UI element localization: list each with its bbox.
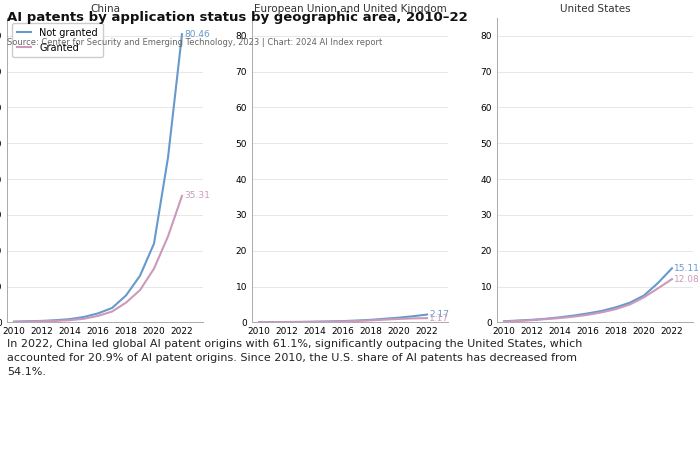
Text: Source: Center for Security and Emerging Technology, 2023 | Chart: 2024 AI Index: Source: Center for Security and Emerging… <box>7 38 382 47</box>
Text: 12.08: 12.08 <box>674 275 700 284</box>
Text: AI patents by application status by geographic area, 2010–22: AI patents by application status by geog… <box>7 11 468 24</box>
Text: In 2022, China led global AI patent origins with 61.1%, significantly outpacing : In 2022, China led global AI patent orig… <box>7 339 582 377</box>
Text: 15.11: 15.11 <box>674 264 700 273</box>
Title: China: China <box>90 4 120 14</box>
Text: 2.17: 2.17 <box>429 310 449 319</box>
Text: 35.31: 35.31 <box>184 191 210 200</box>
Text: 1.17: 1.17 <box>429 314 449 323</box>
Legend: Not granted, Granted: Not granted, Granted <box>12 23 103 57</box>
Title: European Union and United Kingdom: European Union and United Kingdom <box>253 4 447 14</box>
Text: 80.46: 80.46 <box>184 30 210 39</box>
Title: United States: United States <box>560 4 630 14</box>
